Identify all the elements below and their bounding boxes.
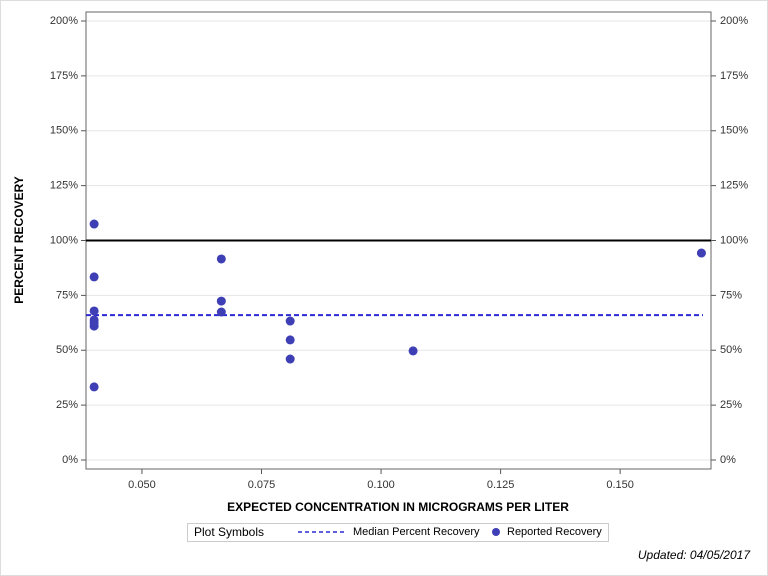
legend-label: Median Percent Recovery (353, 526, 480, 538)
y2-tick-label: 50% (720, 344, 742, 356)
y-tick-label: 150% (50, 125, 78, 137)
y-axis-label: PERCENT RECOVERY (12, 176, 26, 304)
y2-tick-label: 0% (720, 454, 736, 466)
x-tick-label: 0.150 (606, 479, 634, 491)
point (696, 248, 706, 258)
y-tick-label: 75% (56, 289, 78, 301)
legend-box (187, 523, 609, 542)
point (216, 296, 226, 306)
point (89, 306, 99, 316)
x-tick-label: 0.050 (128, 479, 156, 491)
y-tick-label: 50% (56, 344, 78, 356)
point (285, 316, 295, 326)
y2-tick-label: 100% (720, 234, 748, 246)
y-tick-label: 175% (50, 70, 78, 82)
y2-tick-label: 150% (720, 125, 748, 137)
y2-tick-label: 25% (720, 399, 742, 411)
footer: Updated: 04/05/2017 (638, 548, 751, 562)
point (89, 219, 99, 229)
y-tick-label: 100% (50, 234, 78, 246)
x-tick-label: 0.100 (367, 479, 395, 491)
point (89, 382, 99, 392)
legend-swatch (492, 528, 500, 536)
x-tick-label: 0.075 (248, 479, 276, 491)
y2-tick-label: 75% (720, 289, 742, 301)
point (89, 272, 99, 282)
y-tick-label: 0% (62, 454, 78, 466)
point (216, 307, 226, 317)
y-tick-label: 200% (50, 15, 78, 27)
y2-tick-label: 125% (720, 180, 748, 192)
legend-title: Plot Symbols (194, 525, 264, 539)
x-tick-label: 0.125 (487, 479, 515, 491)
point (285, 335, 295, 345)
point (89, 321, 99, 331)
y2-tick-label: 175% (720, 70, 748, 82)
y-tick-label: 125% (50, 180, 78, 192)
point (285, 354, 295, 364)
y-tick-label: 25% (56, 399, 78, 411)
point (216, 254, 226, 264)
point (408, 346, 418, 356)
legend-label: Reported Recovery (507, 526, 602, 538)
y2-tick-label: 200% (720, 15, 748, 27)
x-axis-label: EXPECTED CONCENTRATION IN MICROGRAMS PER… (227, 500, 569, 514)
